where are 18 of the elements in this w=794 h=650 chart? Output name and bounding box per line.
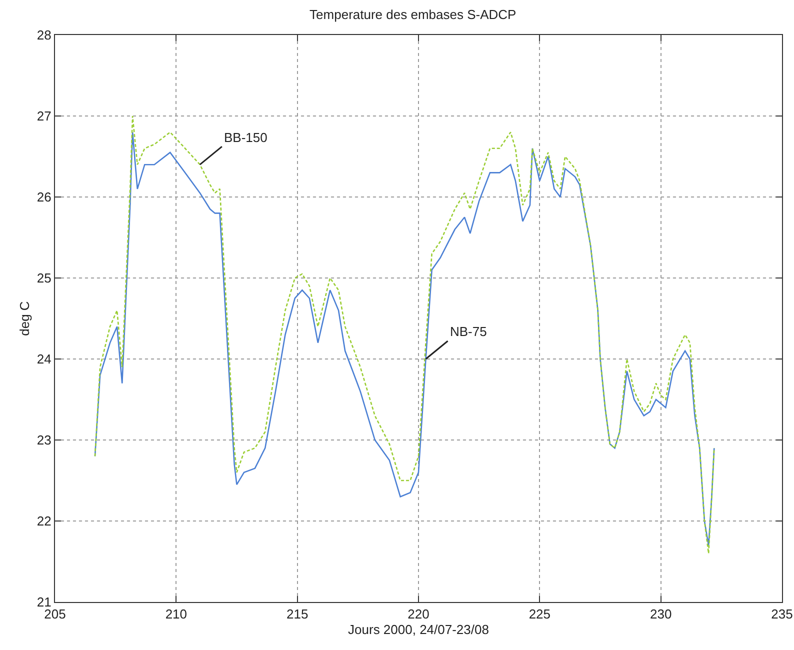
y-tick-label: 23 xyxy=(36,432,52,448)
x-tick-label: 215 xyxy=(286,606,308,622)
y-tick-label: 24 xyxy=(36,352,52,367)
chart-title: Temperature des embases S-ADCP xyxy=(310,6,516,22)
x-tick-label: 235 xyxy=(771,606,793,622)
y-tick-label: 25 xyxy=(36,270,52,286)
x-tick-label: 220 xyxy=(408,606,430,622)
y-tick-label: 28 xyxy=(36,28,52,43)
y-tick-label: 22 xyxy=(36,514,52,529)
x-tick-label: 230 xyxy=(650,606,672,622)
y-tick-label: 26 xyxy=(36,190,52,205)
text: BB-150 xyxy=(224,130,268,145)
x-tick-label: 225 xyxy=(528,606,551,622)
x-tick-label: 210 xyxy=(165,606,188,622)
series-label: NB-75 xyxy=(450,324,487,339)
y-tick-label: 27 xyxy=(36,108,52,124)
y-axis-title: deg C xyxy=(16,301,32,336)
x-axis-title: Jours 2000, 24/07-23/08 xyxy=(348,622,489,638)
